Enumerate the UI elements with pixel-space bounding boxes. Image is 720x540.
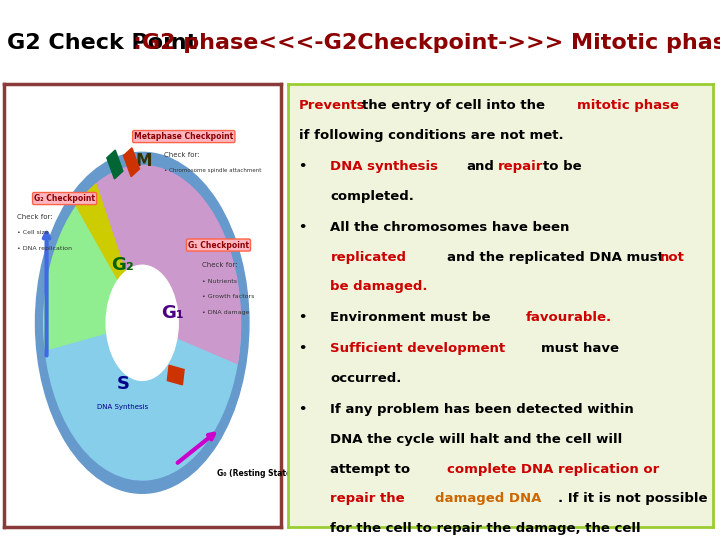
Text: completed.: completed. (330, 190, 414, 202)
Text: DNA synthesis: DNA synthesis (330, 160, 438, 173)
Text: repair the: repair the (330, 492, 405, 505)
Text: if following conditions are not met.: if following conditions are not met. (299, 129, 563, 142)
Text: •: • (299, 221, 307, 234)
Text: • Nutrients: • Nutrients (202, 279, 237, 284)
Bar (107, 150, 123, 179)
Text: damaged DNA: damaged DNA (435, 492, 541, 505)
Wedge shape (86, 166, 240, 363)
Text: must have: must have (541, 342, 618, 355)
Text: for the cell to repair the damage, the cell: for the cell to repair the damage, the c… (330, 522, 641, 535)
Text: DNA Synthesis: DNA Synthesis (97, 404, 148, 410)
Text: attempt to: attempt to (330, 463, 410, 476)
Text: Prevents: Prevents (299, 99, 365, 112)
Text: •: • (299, 312, 307, 325)
Text: • DNA replication: • DNA replication (17, 246, 73, 251)
Bar (124, 148, 140, 177)
Text: favourable.: favourable. (526, 312, 612, 325)
Text: the entry of cell into the: the entry of cell into the (362, 99, 545, 112)
Text: occurred.: occurred. (330, 372, 402, 385)
Text: not: not (660, 251, 685, 264)
Text: be damaged.: be damaged. (330, 280, 428, 293)
Text: and: and (467, 160, 495, 173)
Text: Sufficient development: Sufficient development (330, 342, 505, 355)
Text: to be: to be (543, 160, 582, 173)
Text: complete DNA replication or: complete DNA replication or (447, 463, 660, 476)
Text: • Cell size: • Cell size (17, 230, 49, 235)
Text: •: • (299, 160, 307, 173)
Text: Check for:: Check for: (202, 262, 238, 268)
Text: G₁: G₁ (161, 305, 184, 322)
Wedge shape (45, 323, 240, 480)
Text: M: M (135, 152, 152, 170)
Text: . If it is not possible: . If it is not possible (558, 492, 707, 505)
Text: • Chromosome spindle attachment: • Chromosome spindle attachment (164, 168, 262, 173)
Text: Metaphase Checkpoint: Metaphase Checkpoint (134, 132, 233, 141)
Text: G₂: G₂ (112, 255, 134, 274)
Text: G₂ Checkpoint: G₂ Checkpoint (34, 194, 95, 203)
Text: repair: repair (498, 160, 544, 173)
Text: All the chromosomes have been: All the chromosomes have been (330, 221, 570, 234)
Text: :G2 phase<<<-G2Checkpoint->>> Mitotic phase: :G2 phase<<<-G2Checkpoint->>> Mitotic ph… (133, 32, 720, 52)
Bar (167, 366, 184, 385)
Text: S: S (117, 375, 130, 393)
Text: •: • (299, 342, 307, 355)
Text: G₀ (Resting State): G₀ (Resting State) (217, 469, 294, 477)
Text: replicated: replicated (330, 251, 407, 264)
Text: DNA the cycle will halt and the cell will: DNA the cycle will halt and the cell wil… (330, 433, 623, 446)
Text: G₁ Checkpoint: G₁ Checkpoint (188, 240, 249, 249)
Circle shape (106, 265, 179, 380)
Text: Environment must be: Environment must be (330, 312, 491, 325)
Text: • DNA damage: • DNA damage (202, 310, 249, 315)
Text: and the replicated DNA must: and the replicated DNA must (447, 251, 664, 264)
Text: Check for:: Check for: (164, 152, 200, 158)
Wedge shape (44, 194, 142, 350)
Text: • Growth factors: • Growth factors (202, 294, 254, 300)
Text: G2 Check Point: G2 Check Point (7, 32, 205, 52)
Text: If any problem has been detected within: If any problem has been detected within (330, 403, 634, 416)
Text: mitotic phase: mitotic phase (577, 99, 679, 112)
Text: Check for:: Check for: (17, 214, 53, 220)
Circle shape (35, 152, 249, 494)
Wedge shape (76, 184, 142, 323)
Text: •: • (299, 403, 307, 416)
